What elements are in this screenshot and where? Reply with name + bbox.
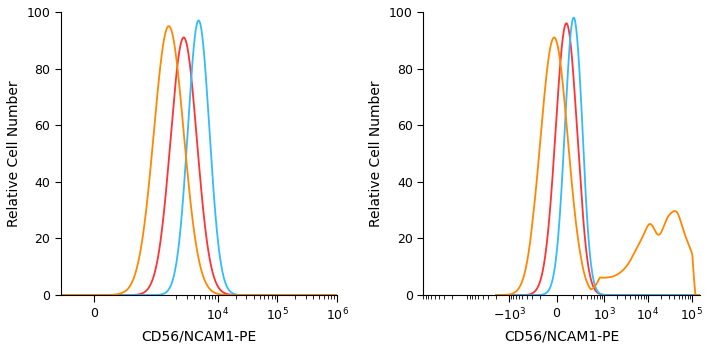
X-axis label: CD56/NCAM1-PE: CD56/NCAM1-PE <box>141 329 257 343</box>
Y-axis label: Relative Cell Number: Relative Cell Number <box>370 80 383 227</box>
Y-axis label: Relative Cell Number: Relative Cell Number <box>7 80 21 227</box>
X-axis label: CD56/NCAM1-PE: CD56/NCAM1-PE <box>504 329 619 343</box>
